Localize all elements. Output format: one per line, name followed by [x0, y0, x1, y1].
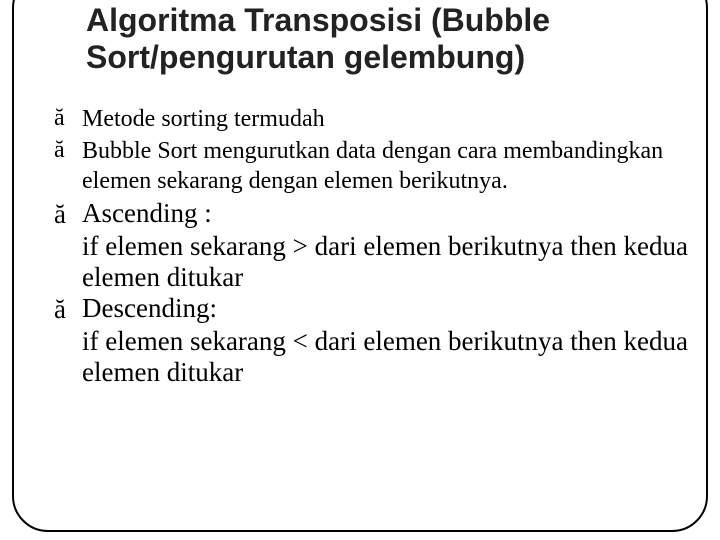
bullet-icon: ă — [54, 104, 65, 133]
list-item: ă Ascending : — [54, 198, 688, 229]
list-item: ă Metode sorting termudah — [54, 104, 688, 134]
list-item: ă Bubble Sort mengurutkan data dengan ca… — [54, 136, 688, 196]
slide-content: Algoritma Transposisi (Bubble Sort/pengu… — [14, 2, 706, 388]
slide-frame: Algoritma Transposisi (Bubble Sort/pengu… — [12, 0, 708, 532]
list-item-subtext: if elemen sekarang > dari elemen berikut… — [54, 231, 688, 293]
list-item-subtext: if elemen sekarang < dari elemen berikut… — [54, 326, 688, 388]
bullet-list: ă Metode sorting termudah ă Bubble Sort … — [34, 104, 688, 388]
list-item-text: Metode sorting termudah — [82, 104, 688, 134]
bullet-icon: ă — [54, 293, 66, 325]
list-item-text: Ascending : — [82, 198, 688, 229]
list-item: ă Descending: — [54, 293, 688, 324]
bullet-icon: ă — [54, 198, 66, 230]
bullet-icon: ă — [54, 136, 65, 165]
list-item-text: Bubble Sort mengurutkan data dengan cara… — [82, 136, 688, 196]
slide-title: Algoritma Transposisi (Bubble Sort/pengu… — [34, 2, 688, 76]
list-item-text: Descending: — [82, 293, 688, 324]
